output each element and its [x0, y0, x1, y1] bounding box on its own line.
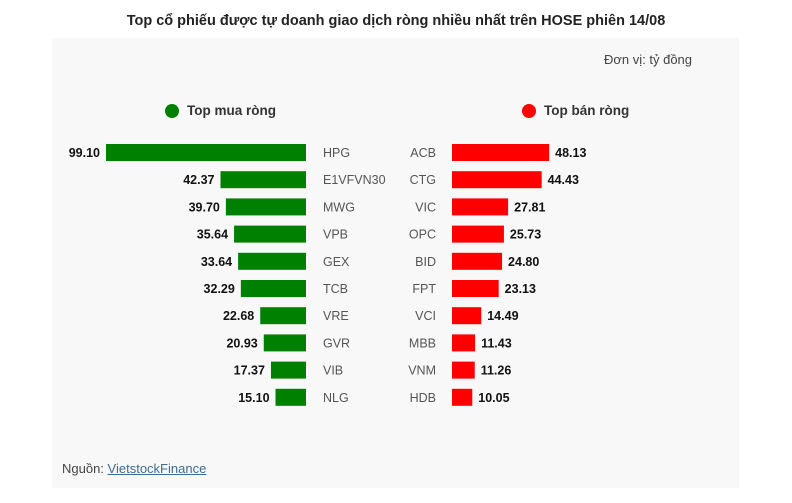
buy-value-label: 17.37	[234, 364, 265, 378]
sell-bar-bid	[452, 252, 503, 270]
buy-value-label: 42.37	[183, 173, 214, 187]
legend-buy-label: Top mua ròng	[187, 103, 276, 118]
sell-ticker-label: ACB	[410, 146, 436, 160]
buy-ticker-label: VIB	[323, 364, 343, 378]
buy-value-label: 20.93	[226, 336, 257, 350]
buy-bar-vpb	[234, 225, 306, 243]
buy-value-label: 35.64	[197, 228, 228, 242]
buy-bar-nlg	[275, 388, 306, 406]
buy-bar-tcb	[240, 280, 306, 297]
sell-value-label: 24.80	[508, 255, 539, 269]
buy-ticker-label: TCB	[323, 282, 348, 296]
buy-bar-mwg	[225, 198, 306, 216]
buy-ticker-label: HPG	[323, 146, 350, 160]
buy-value-label: 99.10	[69, 146, 100, 160]
sell-ticker-label: VIC	[415, 200, 436, 214]
buy-bar-gvr	[263, 334, 306, 352]
buy-value-label: 32.29	[204, 282, 235, 296]
source-label: Nguồn:	[62, 461, 108, 476]
sell-value-label: 14.49	[487, 309, 518, 323]
buy-ticker-label: GVR	[323, 336, 350, 350]
buy-value-label: 15.10	[238, 391, 269, 405]
sell-value-label: 25.73	[510, 228, 541, 242]
sell-ticker-label: FPT	[412, 282, 436, 296]
unit-label: Đơn vị: tỷ đồng	[604, 52, 693, 67]
sell-value-label: 27.81	[514, 200, 545, 214]
sell-bar-hdb	[452, 388, 473, 406]
sell-bar-mbb	[452, 334, 476, 352]
sell-value-label: 11.43	[481, 336, 512, 350]
buy-bar-vib	[270, 361, 306, 379]
source: Nguồn: VietstockFinance	[62, 461, 206, 476]
sell-bar-acb	[452, 144, 550, 161]
sell-value-label: 48.13	[555, 146, 586, 160]
buy-ticker-label: VRE	[323, 309, 349, 323]
sell-bar-vnm	[452, 361, 475, 379]
buy-bar-hpg	[106, 144, 306, 161]
sell-bar-vci	[452, 307, 482, 325]
legend-buy: Top mua ròng	[165, 103, 276, 118]
sell-value-label: 23.13	[505, 282, 536, 296]
legend-sell-label: Top bán ròng	[544, 103, 630, 118]
buy-bar-gex	[238, 252, 306, 270]
sell-bar-vic	[452, 198, 509, 216]
source-link[interactable]: VietstockFinance	[107, 461, 207, 476]
buy-value-label: 22.68	[223, 309, 254, 323]
sell-ticker-label: VCI	[415, 309, 436, 323]
buy-ticker-label: VPB	[323, 228, 348, 242]
buy-bar-e1vfvn30	[220, 171, 306, 189]
legend-sell: Top bán ròng	[522, 103, 629, 118]
buy-ticker-label: NLG	[323, 391, 349, 405]
buy-value-label: 39.70	[189, 200, 220, 214]
sell-bar-fpt	[452, 280, 499, 297]
sell-ticker-label: MBB	[409, 336, 436, 350]
legend-buy-dot-icon	[165, 103, 179, 118]
sell-value-label: 10.05	[478, 391, 509, 405]
sell-bar-opc	[452, 225, 504, 243]
buy-bar-vre	[260, 307, 306, 325]
sell-ticker-label: VNM	[408, 364, 436, 378]
sell-bar-ctg	[452, 171, 542, 189]
sell-ticker-label: BID	[415, 255, 436, 269]
chart-title: Top cổ phiếu được tự doanh giao dịch ròn…	[126, 13, 666, 29]
legend-sell-dot-icon	[522, 103, 536, 118]
sell-ticker-label: CTG	[410, 173, 436, 187]
sell-ticker-label: OPC	[409, 228, 436, 242]
sell-ticker-label: HDB	[410, 391, 436, 405]
sell-value-label: 11.26	[481, 364, 512, 378]
buy-ticker-label: MWG	[323, 200, 355, 214]
buy-ticker-label: E1VFVN30	[323, 173, 386, 187]
buy-ticker-label: GEX	[323, 255, 350, 269]
sell-value-label: 44.43	[548, 173, 579, 187]
buy-value-label: 33.64	[201, 255, 232, 269]
